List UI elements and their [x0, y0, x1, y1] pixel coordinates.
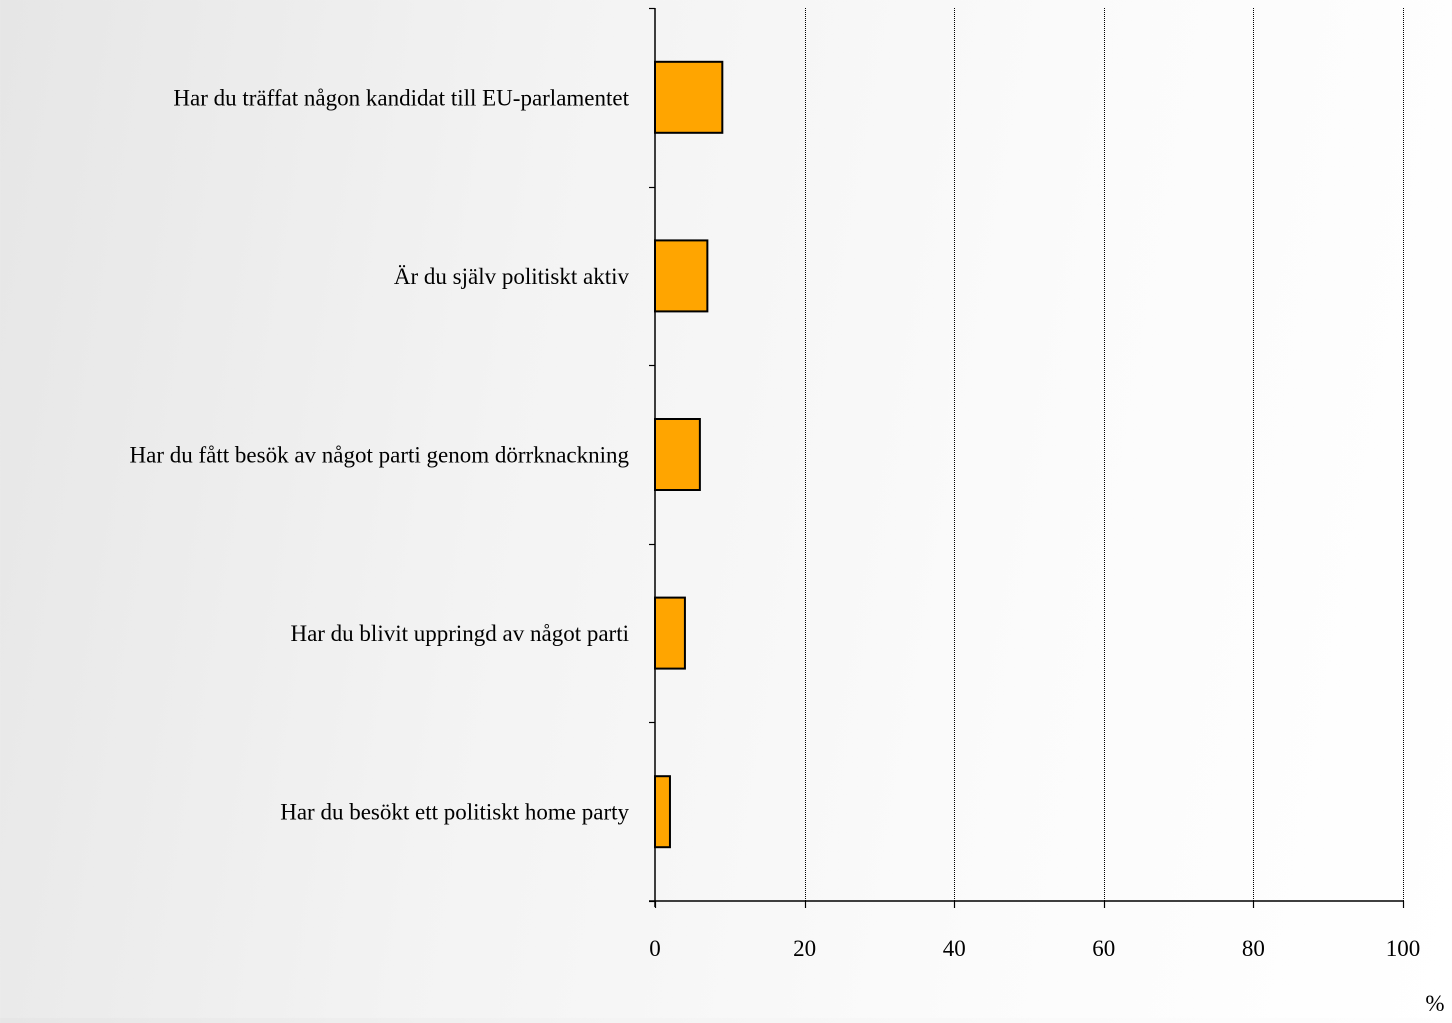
- bar-1: [654, 60, 724, 134]
- category-label-4: Har du blivit uppringd av något parti: [290, 621, 629, 646]
- category-label-1: Har du träffat någon kandidat till EU-pa…: [173, 85, 629, 110]
- bar-4: [654, 596, 686, 670]
- x-tick-label-0: 0: [649, 936, 661, 961]
- category-label-3: Har du fått besök av något parti genom d…: [130, 443, 630, 468]
- x-tick-label-80: 80: [1242, 936, 1265, 961]
- x-tick-label-100: 100: [1386, 936, 1421, 961]
- bar-3: [654, 418, 701, 491]
- category-label-2: Är du själv politiskt aktiv: [394, 264, 630, 289]
- x-axis-label: %: [1425, 991, 1444, 1016]
- x-tick-label-60: 60: [1092, 936, 1115, 961]
- x-tick-label-20: 20: [793, 936, 816, 961]
- bars: [654, 60, 724, 849]
- bar-2: [654, 239, 709, 313]
- axes: [649, 7, 1405, 908]
- x-tick-label-40: 40: [943, 936, 966, 961]
- labels: Har du träffat någon kandidat till EU-pa…: [130, 85, 1445, 1016]
- gridlines: [805, 8, 1404, 901]
- category-label-5: Har du besökt ett politiskt home party: [280, 800, 629, 825]
- bar-5: [654, 775, 671, 849]
